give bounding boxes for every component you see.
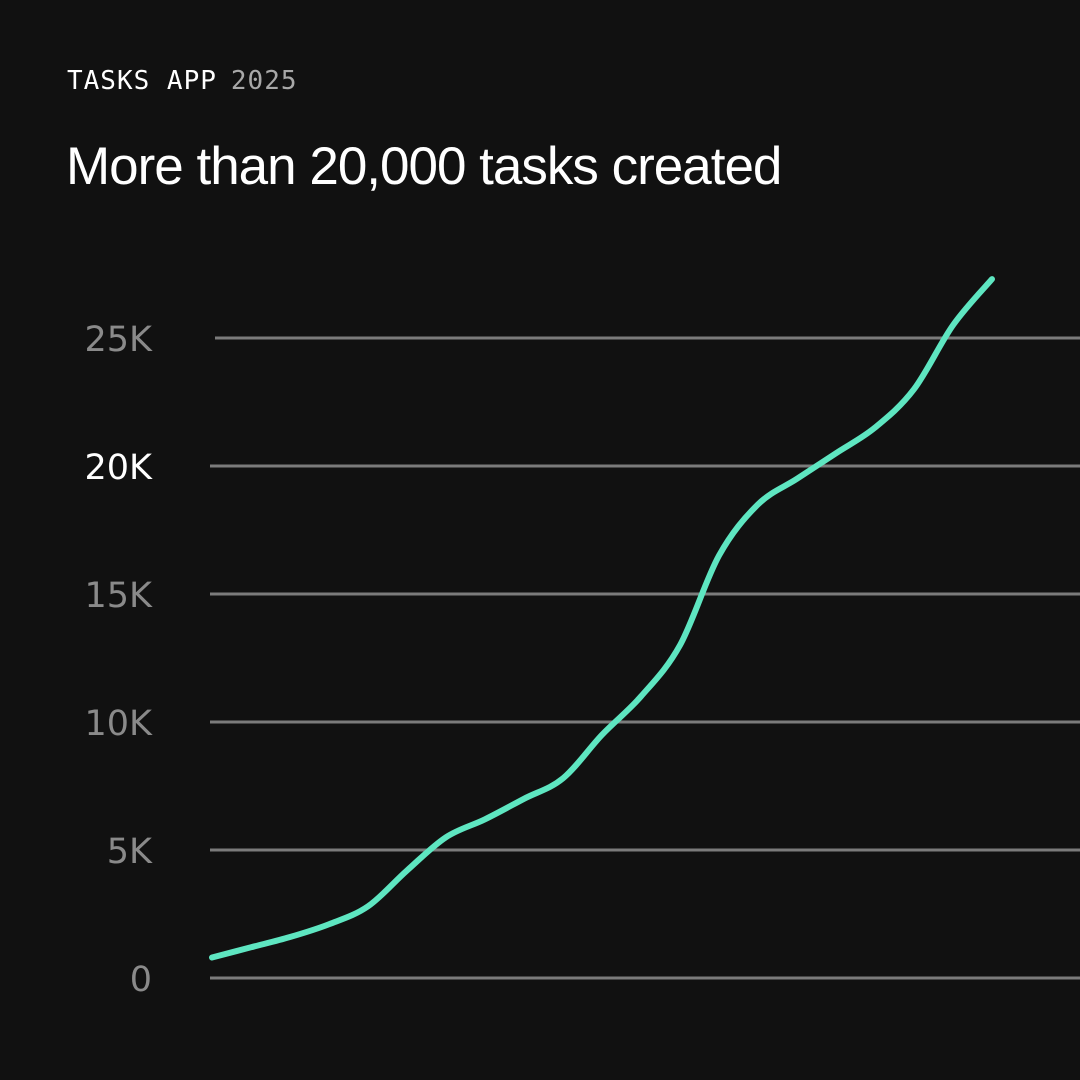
chart-title: More than 20,000 tasks created [66, 137, 782, 196]
app-label: TASKS APP [67, 66, 217, 96]
year-label: 2025 [230, 66, 298, 96]
gridlines [210, 336, 1080, 980]
y-tick-label-10k: 10K [85, 704, 154, 744]
y-tick-label-20k: 20K [85, 448, 154, 488]
y-tick-label-25k: 25K [85, 320, 154, 360]
y-axis-tick-labels: 0 5K 10K 15K 20K 25K [85, 320, 154, 1000]
y-tick-label-0: 0 [130, 960, 152, 1000]
chart-eyebrow: TASKS APP 2025 [67, 66, 298, 96]
series-line-0 [209, 276, 995, 961]
y-tick-label-5k: 5K [107, 832, 153, 872]
y-tick-label-15k: 15K [85, 576, 154, 616]
series-lines [209, 276, 995, 961]
